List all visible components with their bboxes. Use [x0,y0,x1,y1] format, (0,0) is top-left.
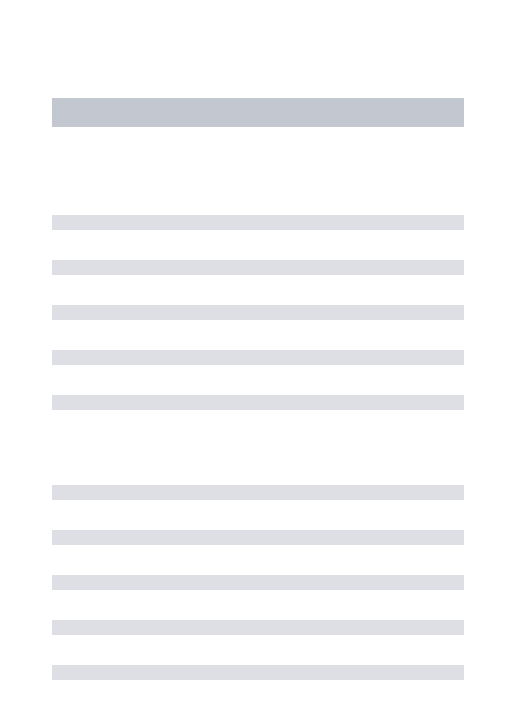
skeleton-text-line [52,530,464,545]
skeleton-text-line [52,260,464,275]
skeleton-text-line [52,350,464,365]
skeleton-text-line [52,395,464,410]
skeleton-text-line [52,485,464,500]
skeleton-text-line [52,305,464,320]
skeleton-text-line [52,575,464,590]
skeleton-text-line [52,665,464,680]
skeleton-header-bar [52,98,464,127]
skeleton-text-line [52,620,464,635]
skeleton-text-line [52,215,464,230]
